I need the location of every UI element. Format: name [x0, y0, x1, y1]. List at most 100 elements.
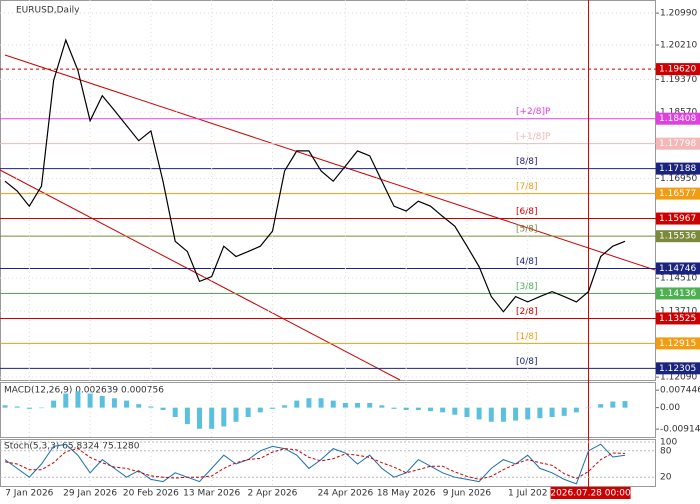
macd-bar [464, 407, 470, 418]
x-tick-label: 2 Apr 2026 [247, 489, 297, 499]
macd-bar [367, 402, 373, 408]
level-label-box [656, 312, 700, 325]
macd-bar [330, 400, 336, 408]
level-label-box [656, 162, 700, 175]
main-panel [0, 0, 656, 381]
macd-bar [245, 407, 251, 418]
murray-label: [6/8] [516, 207, 538, 217]
macd-panel [0, 382, 656, 438]
crosshair-label: 2026.07.28 00:00 [550, 489, 631, 499]
macd-bar [294, 400, 300, 408]
macd-bar [124, 400, 130, 408]
y-tick-label: -0.009144 [660, 425, 700, 435]
level-label-box [656, 63, 700, 76]
macd-bar [427, 407, 433, 412]
level-label: 1.12915 [659, 339, 696, 349]
macd-bar [610, 401, 616, 408]
macd-bar [476, 407, 482, 420]
murray-label: [1/8] [516, 332, 538, 342]
macd-bar [160, 407, 166, 410]
murray-label: [3/8] [516, 282, 538, 292]
level-label-box [656, 337, 700, 350]
level-label-box [656, 112, 700, 125]
stoch-label: Stoch(5,3,3) 65.8324 75.1280 [4, 442, 140, 452]
macd-bar [26, 407, 32, 409]
macd-bar [197, 407, 203, 429]
x-tick-label: 20 Feb 2026 [123, 489, 179, 499]
x-tick-label: 13 Mar 2026 [183, 489, 240, 499]
price-line [4, 38, 626, 313]
macd-bar [452, 407, 458, 415]
macd-bar [403, 407, 409, 410]
level-label-box [656, 230, 700, 243]
y-tick-label: 0.007446 [660, 386, 700, 396]
murray-label: [2/8] [516, 307, 538, 317]
channel-line [4, 54, 656, 271]
macd-bar [221, 407, 227, 427]
chart-title: EURUSD,Daily [16, 6, 80, 16]
macd-bar [415, 407, 421, 410]
level-label-box [656, 212, 700, 225]
macd-bar [257, 407, 263, 413]
y-tick-label: 80 [660, 446, 672, 456]
macd-bar [75, 391, 81, 408]
macd-bar [209, 407, 215, 429]
macd-bar [379, 405, 385, 408]
y-tick-label: 1.14510 [660, 274, 697, 284]
level-label-box [656, 187, 700, 200]
crosshair-label-box [550, 487, 631, 499]
macd-bar [622, 401, 628, 408]
macd-bar [573, 407, 579, 413]
macd-bar [63, 393, 69, 408]
y-tick-label: 100 [660, 438, 677, 448]
murray-label: [4/8] [516, 257, 538, 267]
macd-bar [318, 398, 324, 408]
y-tick-label: 1.16950 [660, 174, 697, 184]
y-tick-label: 1.13710 [660, 306, 697, 316]
macd-bar [561, 407, 567, 416]
macd-bar [549, 407, 555, 418]
level-label: 1.18408 [659, 114, 696, 124]
murray-label: [8/8] [516, 157, 538, 167]
stoch-line [4, 448, 626, 480]
murray-label: [+2/8]P [516, 107, 551, 117]
macd-bar [513, 407, 519, 421]
y-tick-label: 1.19370 [660, 75, 697, 85]
x-tick-label: 18 May 2026 [377, 489, 436, 499]
murray-label: [0/8] [516, 357, 538, 367]
level-label: 1.16577 [659, 189, 696, 199]
stoch-line [4, 443, 626, 485]
level-label: 1.14746 [659, 264, 696, 274]
macd-bar [537, 407, 543, 419]
level-label: 1.17188 [659, 164, 696, 174]
murray-label: [+1/8]P [516, 132, 551, 142]
level-label-box [656, 137, 700, 150]
macd-bar [586, 407, 592, 409]
macd-bar [306, 398, 312, 408]
x-tick-label: 7 Jan 2026 [5, 489, 53, 499]
macd-bar [440, 407, 446, 413]
murray-label: [7/8] [516, 182, 538, 192]
x-tick-label: 1 Jul 202 [508, 489, 548, 499]
macd-bar [136, 404, 142, 408]
level-label: 1.15967 [659, 214, 696, 224]
y-tick-label: 1.12090 [660, 373, 697, 383]
x-tick-label: 9 Jun 2026 [443, 489, 492, 499]
macd-bar [184, 407, 190, 425]
macd-bar [598, 404, 604, 408]
y-tick-label: 1.20990 [660, 9, 697, 19]
macd-bar [500, 407, 506, 422]
level-label: 1.17798 [659, 139, 696, 149]
macd-bar [342, 402, 348, 408]
y-tick-label: 1.18570 [660, 108, 697, 118]
x-tick-label: 29 Jan 2026 [63, 489, 117, 499]
macd-bar [233, 407, 239, 422]
murray-label: [5/8] [516, 225, 538, 235]
macd-bar [2, 405, 8, 408]
macd-bar [87, 393, 93, 408]
macd-label: MACD(12,26,9) 0.002639 0.000756 [4, 386, 164, 396]
macd-bar [14, 406, 20, 408]
macd-bar [38, 407, 44, 409]
